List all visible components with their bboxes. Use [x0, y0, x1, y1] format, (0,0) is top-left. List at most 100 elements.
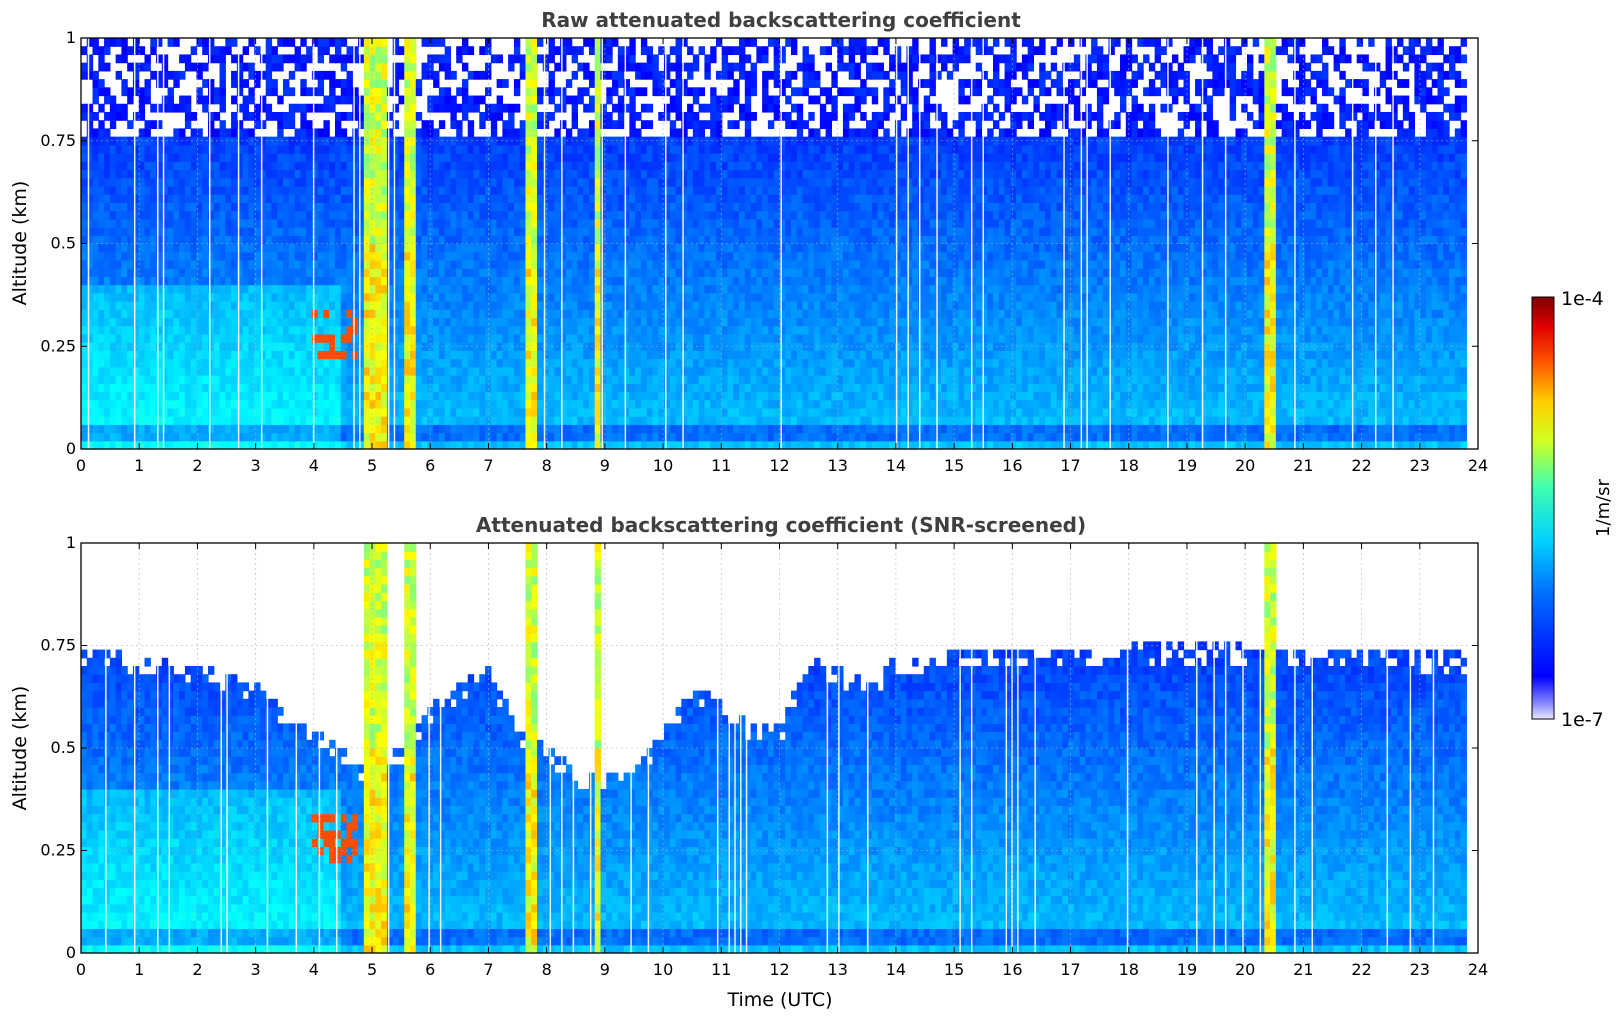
heatmap-cell [386, 202, 394, 212]
heatmap-cell [219, 144, 226, 154]
heatmap-cell [583, 325, 590, 335]
heatmap-cell [81, 46, 88, 56]
heatmap-cell [629, 366, 636, 376]
heatmap-cell [508, 309, 515, 319]
heatmap-cell [496, 227, 503, 236]
heatmap-cell [184, 153, 192, 162]
heatmap-cell [196, 87, 203, 97]
heatmap-cell [242, 366, 249, 376]
heatmap-cell [583, 284, 590, 294]
heatmap-cell [629, 169, 636, 179]
heatmap-cell [219, 120, 226, 130]
heatmap-cell [81, 62, 88, 72]
heatmap-cell [81, 432, 88, 442]
heatmap-cell [323, 301, 330, 310]
heatmap-cell [277, 161, 284, 171]
heatmap-cell [531, 54, 538, 64]
heatmap-cell [664, 194, 671, 203]
heatmap-cell [81, 375, 88, 384]
heatmap-cell [640, 103, 648, 113]
heatmap-cell [381, 111, 388, 121]
heatmap-cell [167, 136, 174, 146]
heatmap-cell [438, 144, 446, 154]
heatmap-cell [687, 161, 694, 171]
heatmap-cell [588, 95, 596, 105]
heatmap-cell [617, 144, 625, 154]
heatmap-cell [629, 87, 636, 97]
heatmap-cell [86, 440, 94, 450]
heatmap-cell [675, 227, 682, 236]
heatmap-cell [704, 54, 711, 64]
heatmap-cell [710, 227, 717, 236]
heatmap-cell [398, 292, 405, 302]
heatmap-cell [467, 424, 475, 434]
heatmap-cell [433, 432, 440, 442]
heatmap-cell [617, 301, 625, 310]
heatmap-cell [98, 424, 105, 434]
heatmap-cell [473, 103, 480, 113]
heatmap-cell [283, 375, 290, 384]
heatmap-cell [115, 366, 122, 376]
heatmap-cell [225, 128, 232, 138]
heatmap-cell [340, 128, 348, 138]
heatmap-cell [161, 383, 169, 393]
heatmap-cell [259, 136, 267, 146]
heatmap-cell [415, 227, 423, 236]
heatmap-cell [560, 424, 567, 434]
heatmap-cell [513, 202, 521, 212]
heatmap-cell [623, 276, 630, 286]
heatmap-cell [681, 309, 688, 319]
heatmap-cell [404, 227, 411, 236]
heatmap-cell [386, 161, 394, 171]
heatmap-cell [306, 259, 313, 269]
heatmap-cell [219, 194, 226, 203]
heatmap-cell [196, 243, 203, 253]
heatmap-cell [363, 284, 371, 294]
heatmap-cell [502, 284, 509, 294]
heatmap-cell [173, 210, 180, 220]
heatmap-cell [369, 276, 376, 286]
heatmap-cell [300, 407, 307, 417]
heatmap-cell [375, 235, 382, 245]
heatmap-cell [369, 358, 376, 368]
heatmap-cell [554, 177, 561, 187]
heatmap-cell [588, 424, 596, 434]
heatmap-cell [225, 342, 232, 351]
heatmap-cell [98, 235, 105, 245]
heatmap-cell [202, 342, 209, 351]
heatmap-cell [421, 202, 428, 212]
heatmap-cell [375, 161, 382, 171]
heatmap-cell [456, 169, 463, 179]
heatmap-cell [323, 375, 330, 384]
heatmap-cell [381, 325, 388, 335]
heatmap-cell [196, 391, 203, 401]
heatmap-cell [294, 399, 301, 409]
heatmap-cell [687, 227, 694, 236]
heatmap-cell [537, 309, 544, 319]
heatmap-cell [606, 424, 613, 434]
heatmap-cell [306, 169, 313, 179]
heatmap-cell [664, 259, 671, 269]
heatmap-cell [410, 144, 417, 154]
heatmap-cell [144, 185, 151, 195]
heatmap-cell [207, 79, 215, 88]
heatmap-cell [144, 366, 151, 376]
heatmap-cell [525, 136, 532, 146]
heatmap-cell [190, 161, 198, 171]
heatmap-cell [612, 251, 619, 261]
heatmap-cell [173, 350, 180, 360]
heatmap-cell [300, 144, 307, 154]
heatmap-cell [710, 136, 717, 146]
heatmap-cell [352, 391, 359, 401]
heatmap-cell [254, 169, 261, 179]
heatmap-cell [583, 358, 590, 368]
heatmap-cell [687, 202, 694, 212]
heatmap-cell [565, 259, 573, 269]
heatmap-cell [675, 202, 682, 212]
heatmap-cell [588, 325, 596, 335]
heatmap-cell [640, 317, 648, 327]
heatmap-cell [537, 144, 544, 154]
heatmap-cell [710, 342, 717, 351]
heatmap-cell [600, 161, 607, 171]
heatmap-cell [294, 54, 301, 64]
